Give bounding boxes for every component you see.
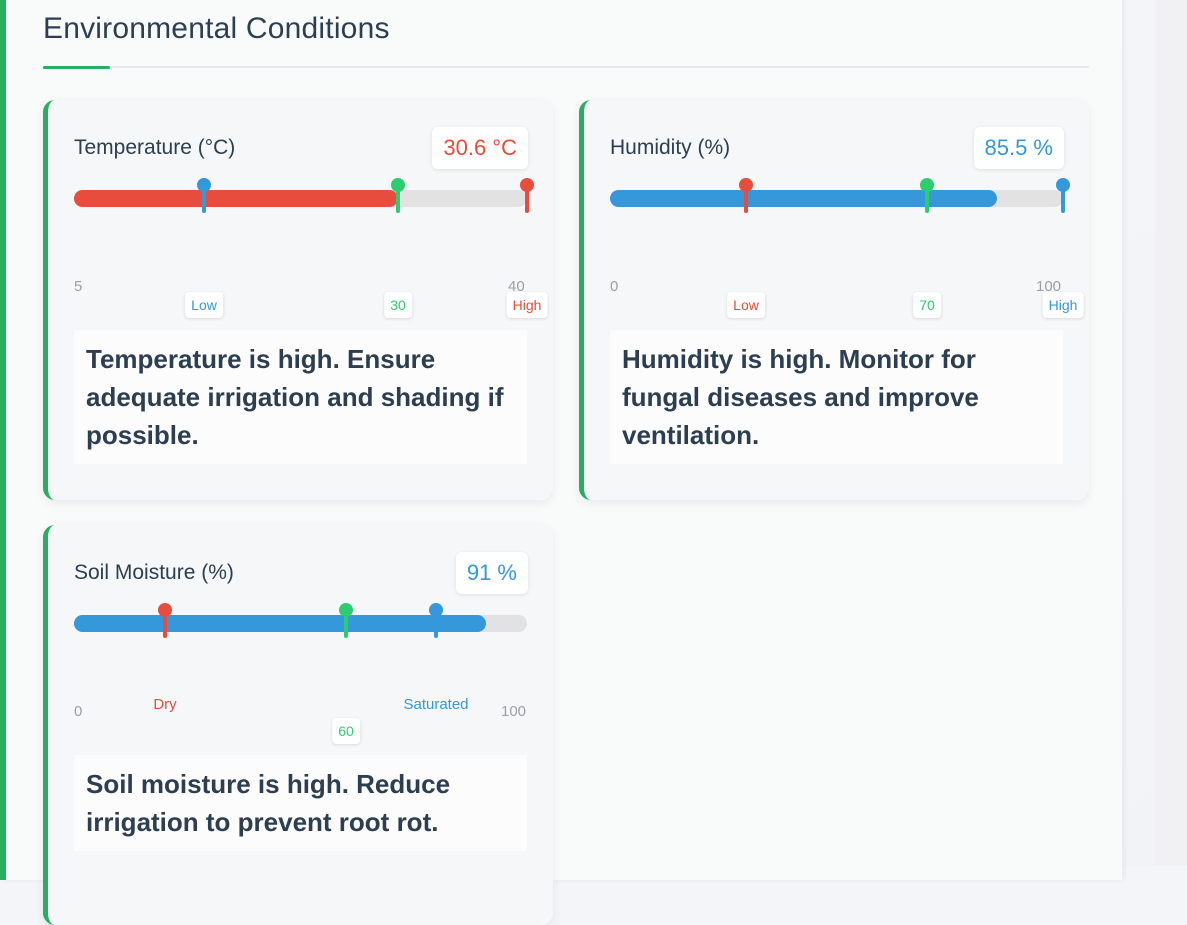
marker-high (1056, 178, 1070, 213)
card-label: Temperature (°C) (74, 136, 236, 159)
value-badge: 85.5 % (973, 127, 1064, 169)
soil-moisture-card: Soil Moisture (%) 91 % 0 100 Dry 60 Satu… (43, 525, 553, 925)
marker-label-low: Low (727, 292, 765, 318)
title-accent-bar (43, 66, 110, 69)
marker-high (520, 178, 534, 213)
marker-dry (158, 603, 172, 638)
marker-label-optimal: 30 (384, 292, 412, 318)
section-title: Environmental Conditions (43, 12, 390, 45)
gauge-track (610, 178, 1070, 213)
marker-optimal (920, 178, 934, 213)
advice-text: Temperature is high. Ensure adequate irr… (74, 330, 527, 464)
advice-text: Humidity is high. Monitor for fungal dis… (610, 330, 1063, 464)
gauge-track (74, 178, 534, 213)
marker-label-optimal: 70 (913, 292, 941, 318)
scrollbar-track[interactable] (1155, 0, 1187, 866)
value-badge: 91 % (455, 552, 528, 594)
gauge-fill (610, 190, 997, 207)
marker-label-dry: Dry (153, 696, 177, 713)
gauge-track (74, 603, 527, 638)
advice-text: Soil moisture is high. Reduce irrigation… (74, 755, 527, 851)
marker-low (197, 178, 211, 213)
scale-max: 100 (1036, 278, 1062, 295)
gauge-fill (74, 615, 486, 632)
marker-label-optimal: 60 (332, 718, 360, 744)
marker-label-high: High (506, 292, 548, 318)
marker-label-high: High (1042, 292, 1084, 318)
scale-min: 5 (74, 278, 83, 295)
marker-optimal (391, 178, 405, 213)
humidity-card: Humidity (%) 85.5 % 0 100 Low 70 High Hu… (579, 100, 1089, 500)
gauge-fill (74, 190, 398, 207)
temperature-card: Temperature (°C) 30.6 °C 5 40 Low 30 Hig… (43, 100, 553, 500)
scale-max: 40 (508, 278, 525, 295)
marker-label-saturated: Saturated (403, 696, 469, 713)
marker-label-low: Low (185, 292, 223, 318)
marker-low (739, 178, 753, 213)
card-label: Soil Moisture (%) (74, 561, 234, 584)
marker-optimal (339, 603, 353, 638)
title-divider (43, 66, 1089, 68)
scale-min: 0 (74, 703, 83, 720)
scale-max: 100 (501, 703, 527, 720)
marker-saturated (429, 603, 443, 638)
value-badge: 30.6 °C (432, 127, 528, 169)
card-label: Humidity (%) (610, 136, 731, 159)
scale-min: 0 (610, 278, 619, 295)
